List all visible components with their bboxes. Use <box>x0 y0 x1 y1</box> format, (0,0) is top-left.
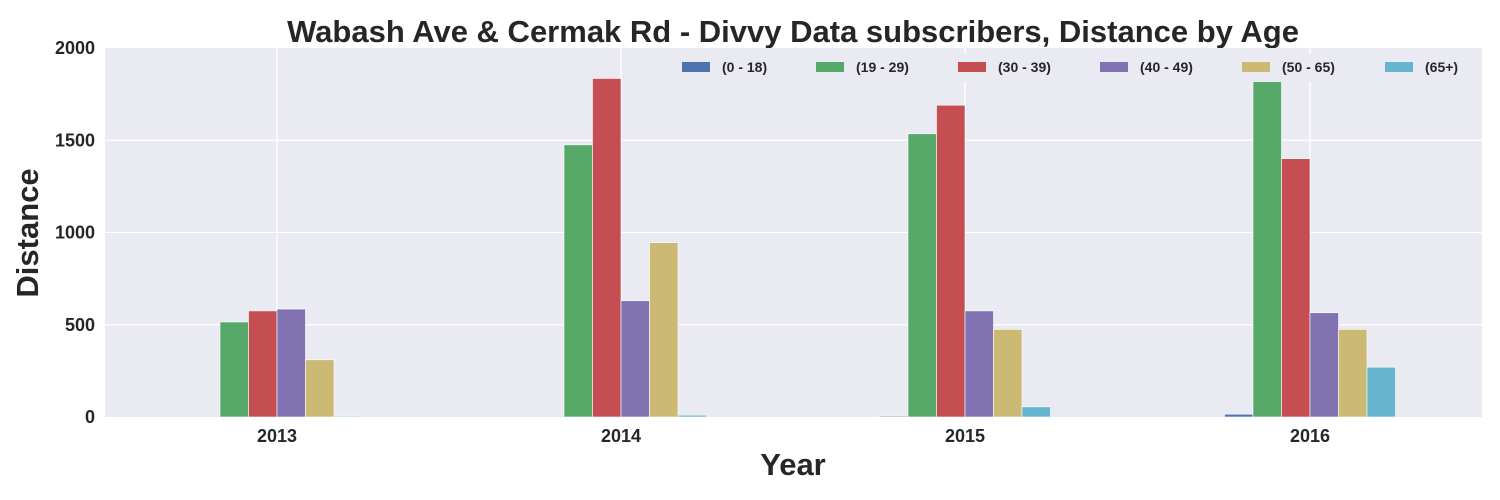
bar <box>1252 79 1282 418</box>
x-axis-ticks: 2013 2014 2015 2016 <box>257 426 1330 446</box>
y-tick-label: 0 <box>85 407 95 427</box>
legend-label: (65+) <box>1425 59 1458 75</box>
bar <box>649 242 679 418</box>
y-tick-label: 2000 <box>55 38 95 58</box>
legend-label: (50 - 65) <box>1282 59 1335 75</box>
bar <box>879 415 909 418</box>
bar <box>1309 312 1339 418</box>
bar <box>305 359 335 418</box>
legend: (0 - 18) (19 - 29) (30 - 39) (40 - 49) (50 -… <box>673 54 1478 82</box>
bar <box>1021 406 1051 418</box>
bar <box>1281 158 1311 418</box>
bar <box>248 310 278 418</box>
bar <box>592 78 622 418</box>
legend-label: (19 - 29) <box>856 59 909 75</box>
x-tick-label: 2015 <box>945 426 985 446</box>
bar <box>964 310 994 418</box>
bar <box>907 133 937 418</box>
legend-label: (40 - 49) <box>1140 59 1193 75</box>
bar <box>333 415 363 418</box>
legend-box <box>673 54 1478 82</box>
bar <box>993 329 1023 418</box>
legend-swatch <box>958 62 986 72</box>
bar <box>620 300 650 418</box>
chart-title: Wabash Ave & Cermak Rd - Divvy Data subs… <box>287 14 1299 49</box>
legend-swatch <box>1100 62 1128 72</box>
bars <box>219 78 1396 418</box>
bar <box>1338 329 1368 418</box>
x-tick-label: 2016 <box>1290 426 1330 446</box>
bar <box>1224 413 1254 418</box>
x-axis-label: Year <box>760 447 826 482</box>
y-tick-label: 1500 <box>55 130 95 150</box>
y-axis-label: Distance <box>10 168 45 297</box>
bar <box>936 104 966 418</box>
bar <box>219 321 249 418</box>
legend-label: (0 - 18) <box>722 59 767 75</box>
legend-swatch <box>682 62 710 72</box>
y-tick-label: 1000 <box>55 223 95 243</box>
bar <box>276 308 306 418</box>
legend-swatch <box>1385 62 1413 72</box>
bar <box>563 144 593 418</box>
legend-swatch <box>816 62 844 72</box>
x-tick-label: 2014 <box>601 426 641 446</box>
x-tick-label: 2013 <box>257 426 297 446</box>
legend-label: (30 - 39) <box>998 59 1051 75</box>
legend-swatch <box>1242 62 1270 72</box>
bar <box>677 414 707 418</box>
y-axis-ticks: 0 500 1000 1500 2000 <box>55 38 95 427</box>
bar <box>1366 366 1396 418</box>
y-tick-label: 500 <box>65 315 95 335</box>
